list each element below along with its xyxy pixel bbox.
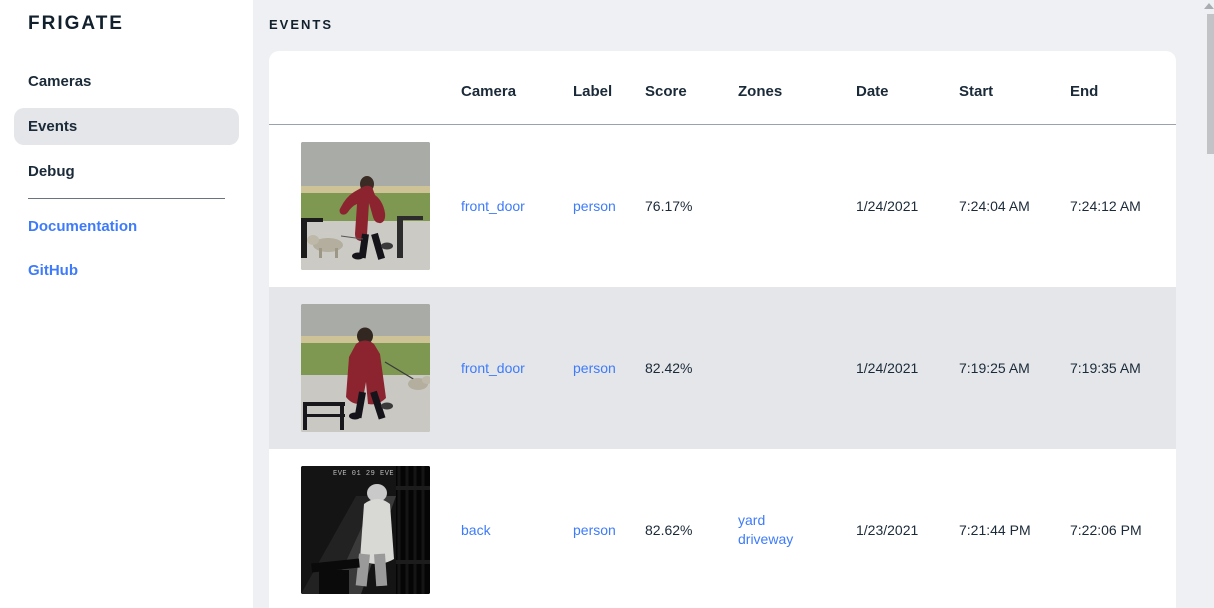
svg-text:EVE 01 29 EVE: EVE 01 29 EVE (333, 470, 394, 478)
